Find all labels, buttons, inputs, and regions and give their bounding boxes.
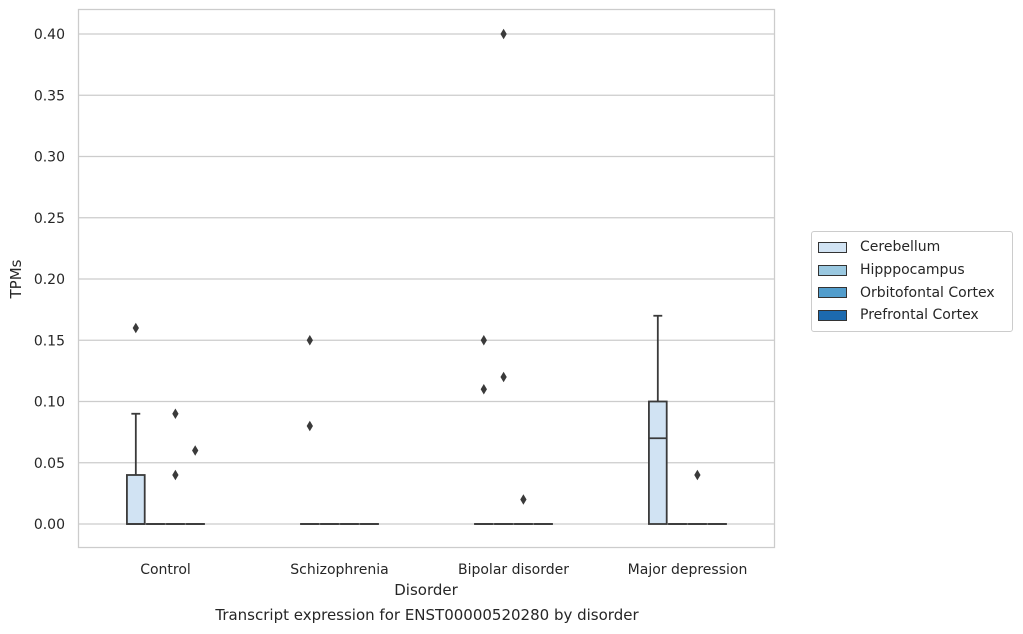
legend-swatch xyxy=(818,264,847,276)
legend-label: Prefrontal Cortex xyxy=(860,307,979,324)
plot-area-border xyxy=(77,8,776,549)
box-cerebellum xyxy=(648,314,668,525)
x-tick-label: Schizophrenia xyxy=(290,562,388,578)
y-tick-label: 0.30 xyxy=(34,150,65,166)
y-tick-label: 0.00 xyxy=(34,517,65,533)
legend-item: Prefrontal Cortex xyxy=(812,304,1012,327)
box-iqr xyxy=(126,474,146,525)
legend-label: Cerebellum xyxy=(860,239,941,256)
outlier-point xyxy=(694,469,701,481)
outlier-point xyxy=(172,408,179,419)
y-axis-label: TPMs xyxy=(7,259,25,299)
legend-item: Cerebellum xyxy=(812,236,1012,259)
y-tick-label: 0.25 xyxy=(34,211,65,227)
outlier-point xyxy=(480,384,487,395)
outlier-point xyxy=(480,335,487,346)
legend-swatch xyxy=(818,309,847,321)
outlier-point xyxy=(500,371,507,383)
x-tick-label: Bipolar disorder xyxy=(458,562,569,578)
chart-caption: Transcript expression for ENST0000052028… xyxy=(215,606,639,624)
x-tick-label: Major depression xyxy=(628,562,748,578)
outlier-point xyxy=(132,322,139,334)
x-tick-labels: Control Schizophrenia Bipolar disorder Majo… xyxy=(140,562,747,578)
legend-item: Hipppocampus xyxy=(812,259,1012,282)
grid-lines xyxy=(78,33,775,525)
outlier-point xyxy=(306,420,313,432)
legend-label: Hipppocampus xyxy=(860,262,965,279)
boxes xyxy=(126,314,727,525)
y-tick-label: 0.05 xyxy=(34,456,65,472)
outlier-point xyxy=(500,28,507,40)
legend-label: Orbitofontal Cortex xyxy=(860,284,995,301)
outlier-point xyxy=(306,335,313,346)
y-tick-labels: 0.00 0.05 0.10 0.15 0.20 0.25 0.30 0.35 0.40 xyxy=(34,27,65,533)
outliers xyxy=(132,28,701,505)
legend-item: Orbitofontal Cortex xyxy=(812,281,1012,304)
y-tick-label: 0.20 xyxy=(34,272,65,288)
y-tick-label: 0.10 xyxy=(34,395,65,411)
y-tick-label: 0.35 xyxy=(34,88,65,104)
x-axis-label: Disorder xyxy=(394,581,458,599)
legend-swatch xyxy=(818,287,847,299)
outlier-point xyxy=(520,494,527,505)
x-tick-label: Control xyxy=(140,562,191,578)
box-iqr xyxy=(648,400,668,525)
y-tick-label: 0.15 xyxy=(34,333,65,349)
y-tick-label: 0.40 xyxy=(34,27,65,43)
legend: Cerebellum Hipppocampus Orbitofontal Corte… xyxy=(811,231,1013,332)
outlier-point xyxy=(172,469,179,481)
legend-swatch xyxy=(818,241,847,253)
box-cerebellum xyxy=(126,412,146,525)
outlier-point xyxy=(192,445,199,456)
